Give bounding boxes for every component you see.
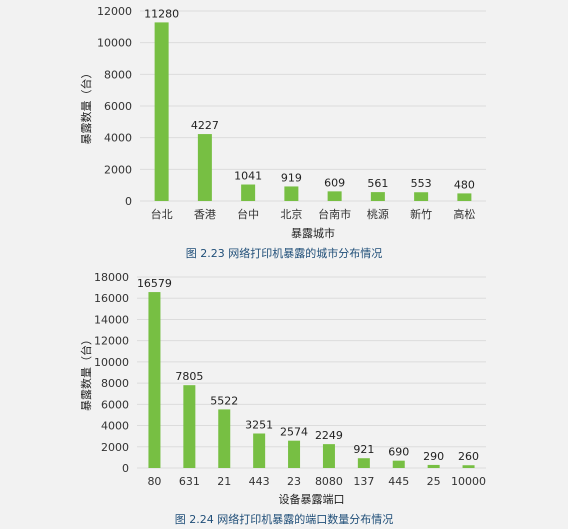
- bar-value-label: 553: [411, 177, 432, 190]
- x-category-label: 台中: [237, 207, 259, 221]
- bar-value-label: 1041: [234, 170, 262, 183]
- bar: [414, 192, 429, 201]
- bar: [370, 192, 385, 201]
- city-exposure-chart: 0 2000 4000 6000 8000 10000 12000 11280 台北 4227 香港…: [79, 5, 486, 260]
- port-exposure-chart-svg: 0 2000 4000 6000 8000 10000 12000 14000 16000 180…: [79, 271, 486, 526]
- x-category-label: 北京: [280, 207, 302, 221]
- bar-value-label: 690: [388, 446, 409, 459]
- bar: [284, 186, 299, 201]
- y-tick-label: 12000: [97, 5, 132, 18]
- y-tick-label: 16000: [94, 292, 129, 305]
- x-category-label: 新竹: [410, 207, 432, 221]
- bar: [288, 440, 301, 468]
- y-tick-label: 8000: [101, 377, 129, 390]
- y-tick-label: 2000: [104, 163, 132, 176]
- y-tick-label: 8000: [104, 68, 132, 81]
- bar: [327, 191, 342, 201]
- bar: [148, 292, 161, 468]
- bar-value-label: 919: [281, 171, 302, 184]
- y-tick-label: 6000: [101, 398, 129, 411]
- y-tick-label: 14000: [94, 313, 129, 326]
- x-axis-title: 暴露城市: [291, 226, 335, 240]
- x-category-label: 80: [147, 475, 161, 488]
- x-category-label: 21: [217, 475, 231, 488]
- bar-value-label: 4227: [191, 119, 219, 132]
- y-tick-label: 12000: [94, 335, 129, 348]
- x-category-label: 香港: [194, 208, 216, 221]
- bar: [462, 465, 475, 468]
- city-exposure-chart-svg: 0 2000 4000 6000 8000 10000 12000 11280 台北 4227 香港…: [79, 5, 486, 260]
- bar-value-label: 7805: [175, 370, 203, 383]
- x-category-label: 445: [388, 475, 409, 488]
- bar: [197, 134, 212, 201]
- x-category-label: 8080: [315, 475, 343, 488]
- bar-value-label: 2249: [315, 429, 343, 442]
- y-tick-label: 4000: [104, 132, 132, 145]
- y-tick-label: 6000: [104, 100, 132, 113]
- bar: [392, 460, 405, 468]
- figure-caption: 图 2.24 网络打印机暴露的端口数量分布情况: [175, 512, 393, 526]
- bar-value-label: 16579: [137, 277, 172, 290]
- x-category-label: 10000: [451, 475, 486, 488]
- x-category-label: 443: [249, 475, 270, 488]
- y-tick-label: 0: [122, 462, 129, 475]
- bar: [253, 433, 266, 468]
- x-category-label: 631: [179, 475, 200, 488]
- bar-value-label: 5522: [210, 394, 238, 407]
- bar-value-label: 260: [458, 450, 479, 463]
- x-category-label: 25: [427, 475, 441, 488]
- port-exposure-chart: 0 2000 4000 6000 8000 10000 12000 14000 16000 180…: [0, 265, 568, 529]
- bar: [457, 193, 472, 201]
- y-tick-label: 0: [125, 195, 132, 208]
- bar: [357, 458, 370, 468]
- x-category-label: 高松: [453, 207, 475, 221]
- bar: [241, 184, 256, 201]
- x-category-label: 桃源: [367, 207, 389, 221]
- bar-value-label: 2574: [280, 426, 308, 439]
- x-category-label: 台南市: [318, 207, 351, 221]
- y-tick-label: 18000: [94, 271, 129, 284]
- bar-value-label: 290: [423, 450, 444, 463]
- y-axis-title: 暴露数量（台）: [79, 334, 93, 411]
- bar: [322, 444, 335, 468]
- x-category-label: 137: [353, 475, 374, 488]
- y-tick-label: 10000: [94, 356, 129, 369]
- bar: [218, 409, 231, 468]
- bar: [183, 385, 196, 468]
- x-axis-title: 设备暴露端口: [279, 492, 345, 506]
- y-tick-label: 10000: [97, 37, 132, 50]
- x-category-label: 23: [287, 475, 301, 488]
- y-tick-label: 4000: [101, 420, 129, 433]
- x-category-label: 台北: [151, 207, 173, 221]
- bar-value-label: 561: [367, 177, 388, 190]
- bar-value-label: 11280: [144, 7, 179, 20]
- bar-value-label: 480: [454, 178, 475, 191]
- y-axis-title: 暴露数量（台）: [79, 68, 93, 145]
- bar: [427, 464, 440, 468]
- bar: [154, 22, 169, 202]
- bar-value-label: 3251: [245, 419, 273, 432]
- bar-value-label: 921: [353, 443, 374, 456]
- figure-caption: 图 2.23 网络打印机暴露的城市分布情况: [186, 246, 382, 260]
- y-tick-label: 2000: [101, 441, 129, 454]
- bar-value-label: 609: [324, 176, 345, 189]
